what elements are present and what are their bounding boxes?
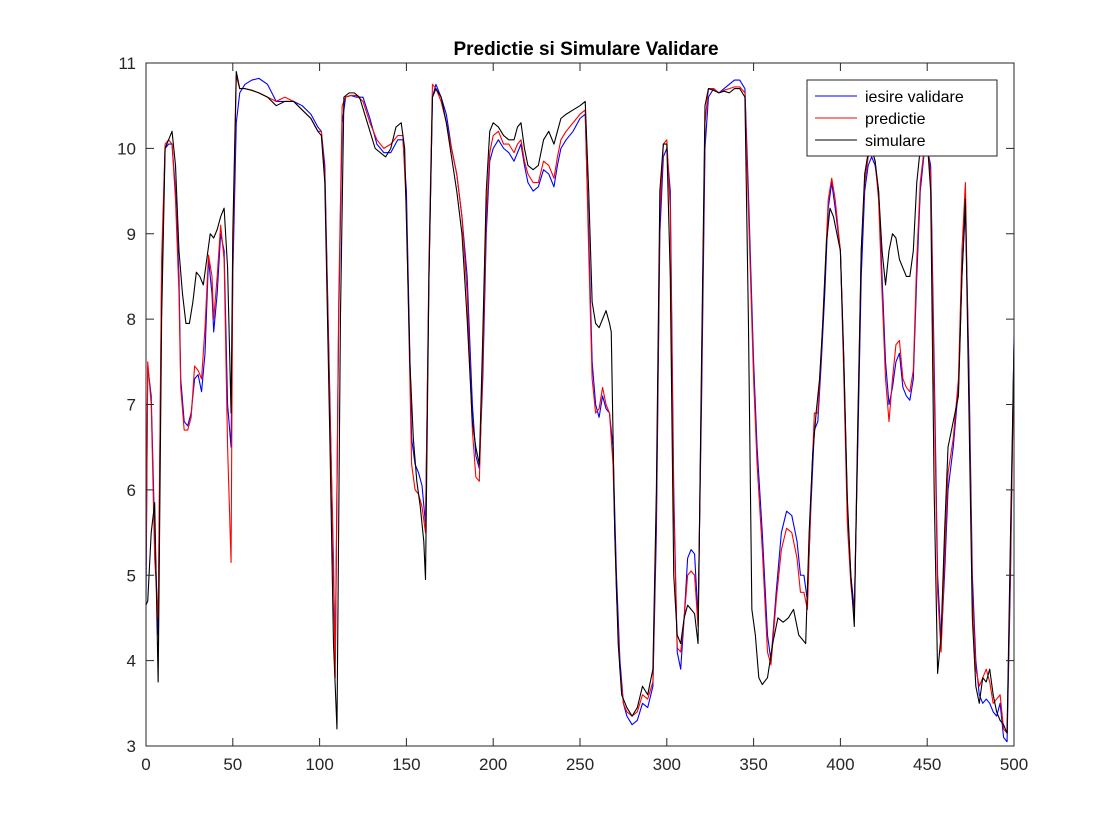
x-tick-label: 300 bbox=[653, 755, 681, 774]
series-line-predictie bbox=[146, 75, 1014, 734]
y-tick-label: 3 bbox=[127, 737, 136, 756]
axes: 0 50 100 150 200 250 300 350 400 450 500 3 4 5 6 7 8 9 10 1… bbox=[117, 54, 1028, 774]
y-tick-label: 10 bbox=[117, 139, 136, 158]
y-tick-label: 8 bbox=[127, 310, 136, 329]
y-tick-label: 7 bbox=[127, 396, 136, 415]
x-tick-label: 200 bbox=[479, 755, 507, 774]
y-tick-label: 9 bbox=[127, 225, 136, 244]
y-tick-label: 4 bbox=[127, 652, 136, 671]
legend-entry-label: predictie bbox=[865, 111, 926, 128]
legend[interactable]: iesire validare predictie simulare bbox=[806, 79, 998, 157]
y-tick-label: 6 bbox=[127, 481, 136, 500]
x-tick-label: 150 bbox=[392, 755, 420, 774]
y-tick-label: 5 bbox=[127, 566, 136, 585]
series-line-simulare bbox=[146, 70, 1014, 734]
axes-background bbox=[146, 63, 1014, 746]
x-tick-label: 350 bbox=[739, 755, 767, 774]
legend-entry-label: iesire validare bbox=[865, 89, 964, 106]
x-tick-label: 250 bbox=[566, 755, 594, 774]
x-tick-label: 400 bbox=[826, 755, 854, 774]
y-tick-label: 11 bbox=[118, 54, 136, 73]
legend-entry-label: simulare bbox=[865, 133, 926, 150]
series-line-iesire-validare bbox=[146, 77, 1014, 743]
x-tick-label: 0 bbox=[141, 755, 150, 774]
x-tick-label: 100 bbox=[305, 755, 333, 774]
plot-area bbox=[146, 63, 1014, 746]
chart-title: Predictie si Simulare Validare bbox=[453, 39, 718, 60]
x-tick-label: 50 bbox=[223, 755, 242, 774]
x-tick-label: 500 bbox=[1000, 755, 1028, 774]
x-tick-label: 450 bbox=[913, 755, 941, 774]
